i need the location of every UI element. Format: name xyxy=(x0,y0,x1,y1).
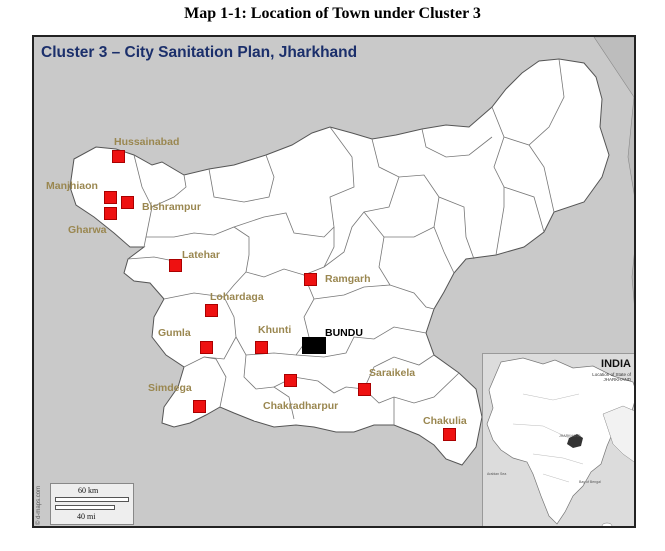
scale-km-bar xyxy=(55,497,129,502)
town-marker-saraikela xyxy=(358,383,371,396)
scale-mi-bar xyxy=(55,505,115,510)
town-marker-ramgarh xyxy=(304,273,317,286)
town-label-hussainabad: Hussainabad xyxy=(114,136,180,148)
page-title: Map 1-1: Location of Town under Cluster … xyxy=(184,5,481,22)
town-label-ramgarh: Ramgarh xyxy=(325,273,371,285)
town-label-chakradharpur: Chakradharpur xyxy=(263,400,339,412)
india-inset-svg xyxy=(483,354,634,526)
jharkhand-inset-highlight xyxy=(567,434,583,448)
watermark: © d-maps.com xyxy=(35,475,45,526)
town-label-bishrampur: Bishrampur xyxy=(142,201,201,213)
town-label-saraikela: Saraikela xyxy=(369,367,416,379)
india-inset-map: INDIA Location of State of JHARKHAND JHA… xyxy=(482,353,634,526)
town-marker-gharwa xyxy=(104,207,117,220)
town-marker-chakradharpur xyxy=(284,374,297,387)
town-label-latehar: Latehar xyxy=(182,249,220,261)
inset-sea-label: Arabian Sea xyxy=(487,472,507,476)
inset-state-label: JHARKHAND xyxy=(559,434,581,438)
town-marker-simdega xyxy=(193,400,206,413)
town-label-khunti: Khunti xyxy=(258,324,292,336)
scale-km-label: 60 km xyxy=(78,486,99,495)
town-marker-bishrampur xyxy=(121,196,134,209)
town-marker-khunti xyxy=(255,341,268,354)
inset-subtitle: Location of State of JHARKHAND xyxy=(592,372,631,382)
scale-mi-label: 40 mi xyxy=(77,512,96,521)
town-label-manjhiaon: Manjhiaon xyxy=(46,180,98,192)
town-marker-lohardaga xyxy=(205,304,218,317)
district-boundaries xyxy=(127,58,565,425)
town-label-simdega: Simdega xyxy=(148,382,192,394)
town-label-gumla: Gumla xyxy=(158,327,191,339)
map-frame: Cluster 3 – City Sanitation Plan, Jharkh… xyxy=(32,35,636,528)
town-marker-gumla xyxy=(200,341,213,354)
town-label-lohardaga: Lohardaga xyxy=(210,291,264,303)
town-marker-latehar xyxy=(169,259,182,272)
scale-bar: 60 km 40 mi xyxy=(50,483,134,525)
watermark-text: © d-maps.com xyxy=(36,485,42,525)
bundu-label: BUNDU xyxy=(325,327,363,339)
inset-title: INDIA xyxy=(601,358,631,370)
inset-bay-label: Bay of Bengal xyxy=(579,480,601,484)
bundu-marker xyxy=(302,337,326,354)
map-title: Cluster 3 – City Sanitation Plan, Jharkh… xyxy=(41,44,358,61)
town-marker-chakulia xyxy=(443,428,456,441)
town-marker-hussainabad xyxy=(112,150,125,163)
town-label-chakulia: Chakulia xyxy=(423,415,467,427)
town-marker-manjhiaon xyxy=(104,191,117,204)
town-label-gharwa: Gharwa xyxy=(68,224,107,236)
